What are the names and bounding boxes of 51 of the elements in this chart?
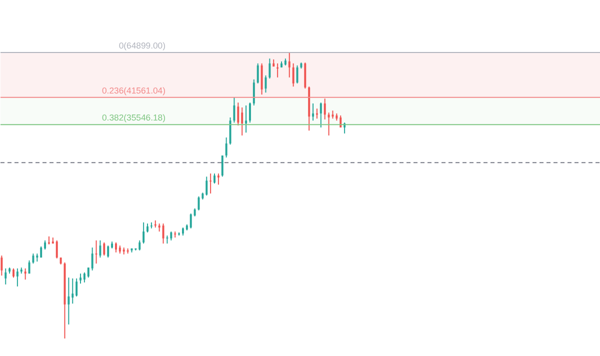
candlestick: [99, 240, 102, 258]
candlestick: [245, 104, 248, 134]
annotation: 0.236(41561.04): [102, 85, 166, 96]
candlestick: [44, 240, 46, 250]
candlestick: [217, 172, 220, 186]
candlestick: [95, 240, 98, 264]
candlestick: [72, 278, 74, 304]
candlestick: [214, 172, 216, 184]
annotation: 0.382(35546.18): [102, 112, 166, 123]
candlestick: [229, 116, 232, 146]
candlestick: [103, 242, 106, 256]
candlestick: [221, 154, 224, 178]
candlestick: [256, 62, 259, 84]
candlestick: [28, 260, 30, 274]
candlestick: [0, 255, 3, 276]
candlestick: [91, 247, 94, 271]
candlestick: [142, 222, 145, 244]
candlestick: [4, 268, 7, 285]
candlestick: [248, 102, 251, 124]
candlestick: [24, 268, 26, 280]
candlestick: [32, 253, 34, 264]
candlestick: [68, 277, 70, 325]
candlestick: [268, 58, 271, 80]
candlestick: [252, 78, 255, 106]
candlestick: [190, 213, 192, 229]
candlestick: [292, 62, 294, 88]
candlestick: [107, 245, 110, 258]
candlestick: [210, 172, 212, 194]
candlestick: [328, 112, 330, 136]
candlestick: [233, 96, 236, 124]
candlestick: [340, 114, 342, 128]
candlestick: [56, 240, 58, 259]
candlestick: [324, 98, 326, 120]
candlestick: [241, 106, 244, 136]
candlestick: [237, 102, 240, 126]
candlestick: [206, 176, 208, 196]
candlestick: [114, 242, 117, 253]
candlestick: [83, 272, 86, 283]
candlestick: [80, 273, 82, 284]
candlestick: [225, 136, 228, 158]
text: 0(64899.00): [118, 40, 166, 51]
candlestick: [162, 223, 164, 244]
candlestick: [288, 52, 290, 78]
candlestick: [296, 64, 298, 84]
candlestick: [320, 102, 322, 128]
candlestick: [12, 268, 14, 278]
candlestick: [87, 267, 90, 278]
candlestick: [138, 240, 141, 251]
candlestick: [312, 102, 314, 122]
candlestick: [76, 278, 78, 297]
candlestick: [16, 268, 18, 287]
